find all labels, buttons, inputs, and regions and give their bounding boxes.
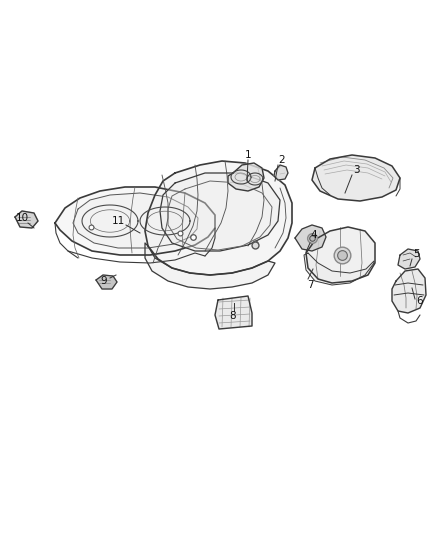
Polygon shape [145, 243, 275, 289]
Text: 4: 4 [311, 230, 317, 240]
Text: 9: 9 [101, 276, 107, 286]
Text: 1: 1 [245, 150, 251, 160]
Text: 3: 3 [353, 165, 359, 175]
Polygon shape [295, 225, 326, 251]
Polygon shape [73, 193, 198, 248]
Polygon shape [15, 211, 38, 228]
Text: 11: 11 [111, 216, 125, 226]
Text: 5: 5 [413, 249, 419, 259]
Polygon shape [312, 155, 400, 201]
Polygon shape [96, 275, 117, 289]
Polygon shape [304, 253, 374, 285]
Text: 6: 6 [417, 296, 423, 306]
Text: 2: 2 [279, 155, 285, 165]
Text: 7: 7 [307, 280, 313, 290]
Polygon shape [160, 173, 280, 251]
Polygon shape [398, 249, 420, 269]
Text: 8: 8 [230, 311, 237, 321]
Polygon shape [215, 296, 252, 329]
Polygon shape [274, 165, 288, 180]
Polygon shape [306, 227, 375, 283]
Polygon shape [392, 269, 426, 313]
Text: 10: 10 [15, 213, 28, 223]
Polygon shape [228, 163, 264, 191]
Polygon shape [55, 187, 215, 255]
Polygon shape [145, 161, 292, 275]
